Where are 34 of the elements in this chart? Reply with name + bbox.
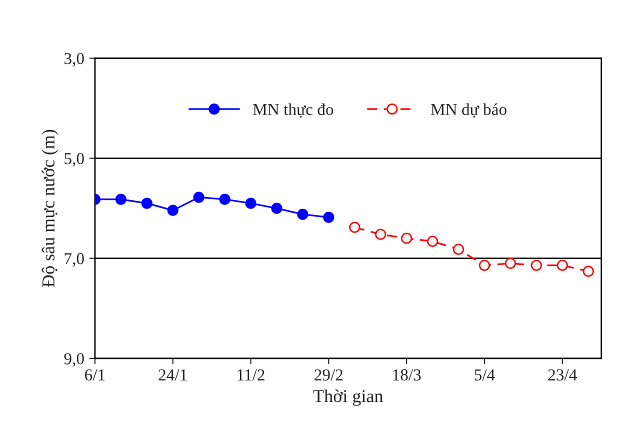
y-tick-label: 7,0 [64, 253, 84, 267]
y-tick-label: 5,0 [64, 152, 84, 167]
point [219, 194, 230, 205]
point [530, 260, 542, 271]
point [167, 204, 178, 216]
point [452, 244, 464, 255]
y-axis-title: Độ sâu mực nước (m) [42, 130, 58, 288]
y-tick-label: 3,0 [64, 52, 84, 67]
legend-label: MN thực đo [253, 103, 334, 118]
y-tick-label: 9,0 [64, 353, 84, 367]
x-tick-label: 24/1 [158, 369, 187, 381]
point [582, 266, 594, 277]
point [141, 198, 152, 209]
point [115, 194, 126, 205]
point [297, 208, 308, 220]
x-axis-title: Thời gian [313, 389, 383, 406]
x-tick-label: 23/4 [548, 369, 577, 381]
point [401, 232, 412, 244]
point [504, 258, 516, 269]
point [349, 222, 360, 233]
point [556, 260, 568, 271]
x-tick-label: 11/2 [238, 369, 264, 381]
x-tick-label: 29/2 [314, 369, 343, 381]
legend-label: MN dự báo [430, 103, 506, 118]
point [323, 212, 334, 223]
x-tick-label: 5/4 [474, 369, 495, 381]
point [193, 192, 204, 203]
x-tick-label: 6/1 [85, 369, 105, 381]
point [245, 198, 256, 209]
x-tick-label: 18/3 [393, 369, 421, 381]
point [426, 236, 438, 247]
point [271, 202, 282, 214]
point [375, 228, 386, 240]
point [478, 260, 490, 271]
